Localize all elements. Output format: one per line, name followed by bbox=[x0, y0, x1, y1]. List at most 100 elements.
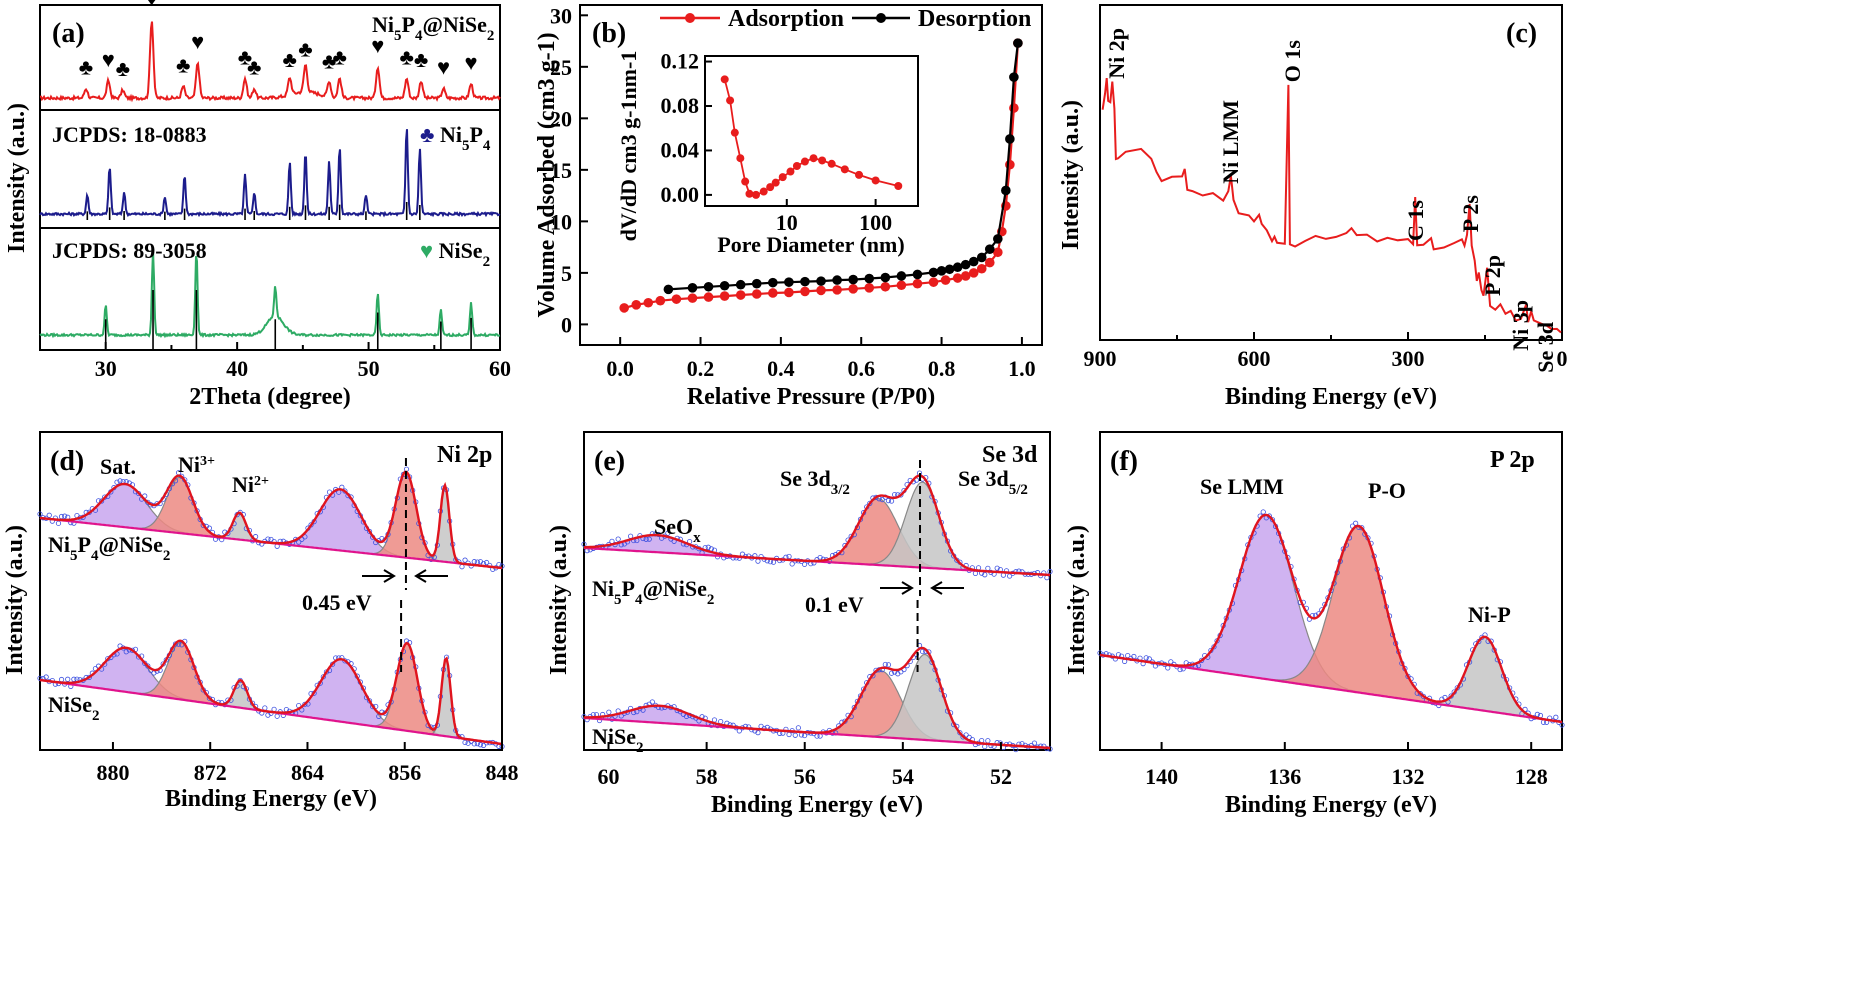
raw-data-point bbox=[798, 732, 805, 738]
panel-d-xlabel: Binding Energy (eV) bbox=[165, 786, 377, 812]
xtick-label: 136 bbox=[1268, 764, 1301, 789]
inset-ytick-label: 0.04 bbox=[661, 137, 700, 162]
point-adsorption bbox=[703, 292, 714, 302]
panel-b-label: (b) bbox=[592, 18, 626, 49]
panel-a-ref1: JCPDS: 18-0883 bbox=[52, 122, 207, 147]
raw-data-point bbox=[477, 742, 484, 748]
club-marker: ♣ bbox=[332, 45, 346, 70]
raw-data-point bbox=[649, 699, 655, 705]
point-desorption bbox=[1005, 134, 1015, 144]
raw-data-point bbox=[711, 717, 718, 723]
club-marker: ♣ bbox=[298, 37, 312, 62]
panel-f-ylabel: Intensity (a.u.) bbox=[1064, 525, 1090, 675]
inset-xlabel: Pore Diameter (nm) bbox=[717, 232, 904, 257]
point-desorption bbox=[1013, 38, 1023, 48]
raw-data-point bbox=[483, 559, 490, 566]
raw-data-point bbox=[898, 492, 904, 498]
point-adsorption bbox=[800, 286, 810, 297]
panel-d-frame bbox=[39, 431, 503, 751]
inset-point bbox=[766, 183, 775, 192]
point-desorption bbox=[663, 284, 674, 295]
point-adsorption bbox=[832, 285, 842, 295]
xtick-label: 50 bbox=[358, 356, 380, 381]
xtick-label: 0.6 bbox=[847, 356, 875, 381]
raw-data-point bbox=[1044, 575, 1050, 581]
xtick-label: 54 bbox=[892, 764, 914, 789]
panel-b-legend: Adsorption Desorption bbox=[660, 6, 1031, 32]
raw-data-point bbox=[62, 513, 68, 519]
raw-data-point bbox=[1448, 693, 1454, 699]
panel-e-peak-3d32: Se 3d3/2 bbox=[780, 466, 850, 498]
xtick-label: 0 bbox=[1557, 346, 1568, 371]
raw-data-point bbox=[994, 565, 1000, 571]
heart-marker: ♥ bbox=[191, 29, 204, 54]
point-adsorption bbox=[880, 281, 891, 292]
legend-adsorption: Adsorption bbox=[728, 6, 844, 32]
club-marker: ♣ bbox=[247, 55, 261, 80]
raw-data-point bbox=[462, 739, 468, 746]
panel-e-label: (e) bbox=[594, 446, 625, 477]
xtick-label: 864 bbox=[291, 760, 324, 785]
raw-data-point bbox=[817, 733, 823, 739]
inset-ytick-label: 0.12 bbox=[661, 49, 700, 74]
raw-data-point bbox=[1143, 655, 1149, 661]
xtick-label: 52 bbox=[990, 764, 1012, 789]
legend-desorption: Desorption bbox=[918, 6, 1031, 32]
point-adsorption bbox=[619, 303, 629, 313]
raw-data-point bbox=[888, 670, 895, 676]
point-adsorption bbox=[643, 297, 654, 308]
point-desorption bbox=[896, 271, 907, 281]
raw-data-point bbox=[99, 498, 105, 504]
xtick-label: 132 bbox=[1392, 764, 1425, 789]
panel-d-ylabel: Intensity (a.u.) bbox=[2, 525, 28, 675]
raw-data-point bbox=[1359, 525, 1365, 531]
raw-data-point bbox=[172, 641, 179, 647]
panel-a-traces bbox=[39, 21, 501, 349]
xtick-label: 300 bbox=[1392, 346, 1425, 371]
inset-point bbox=[840, 165, 849, 174]
panel-a-frame bbox=[39, 4, 501, 351]
panel-c-label: (c) bbox=[1506, 18, 1537, 49]
xtick-label: 58 bbox=[696, 764, 718, 789]
panel-d-title: Ni 2p bbox=[437, 442, 492, 468]
panel-d-label: (d) bbox=[50, 446, 84, 477]
panel-d-fits: 880 872 864 856 848 bbox=[37, 458, 519, 785]
point-desorption bbox=[993, 234, 1003, 244]
inset-point bbox=[726, 96, 735, 105]
ytick-label: 20 bbox=[550, 106, 572, 131]
inset-point bbox=[759, 187, 768, 196]
inset-ytick-label: 0.00 bbox=[661, 182, 700, 207]
raw-data-point bbox=[1177, 666, 1183, 673]
raw-data-point bbox=[1534, 711, 1540, 717]
raw-data-point bbox=[985, 565, 991, 571]
point-desorption bbox=[703, 281, 714, 292]
panel-f-frame bbox=[1099, 431, 1563, 751]
inset-point bbox=[871, 176, 880, 185]
inset-point bbox=[745, 189, 754, 198]
heart-marker: ♥ bbox=[437, 55, 450, 80]
point-adsorption bbox=[848, 284, 858, 294]
raw-data-point bbox=[1125, 652, 1131, 659]
raw-data-point bbox=[37, 511, 43, 517]
legend-marker-desorption bbox=[876, 13, 886, 23]
inset-axes: 10 100 0.00 0.04 0.08 0.12 bbox=[661, 49, 893, 235]
inset-point bbox=[792, 162, 801, 170]
inset-point bbox=[894, 182, 903, 190]
point-adsorption bbox=[687, 293, 698, 303]
raw-data-point bbox=[1000, 572, 1007, 578]
panel-a-sample-label: Ni5P4@NiSe2 bbox=[372, 12, 494, 44]
point-desorption bbox=[936, 266, 947, 276]
raw-data-point bbox=[1199, 657, 1205, 663]
club-marker: ♣ bbox=[176, 52, 190, 77]
raw-data-point bbox=[1559, 722, 1565, 728]
point-desorption bbox=[880, 272, 891, 283]
raw-data-point bbox=[786, 553, 792, 560]
panel-d-sample-1: Ni5P4@NiSe2 bbox=[48, 532, 170, 564]
panel-f-label: (f) bbox=[1110, 446, 1138, 477]
fit-envelope bbox=[583, 646, 1051, 750]
xtick-label: 60 bbox=[598, 764, 620, 789]
raw-data-point bbox=[142, 660, 148, 666]
point-adsorption bbox=[671, 294, 682, 304]
xtick-label: 1.0 bbox=[1008, 356, 1036, 381]
